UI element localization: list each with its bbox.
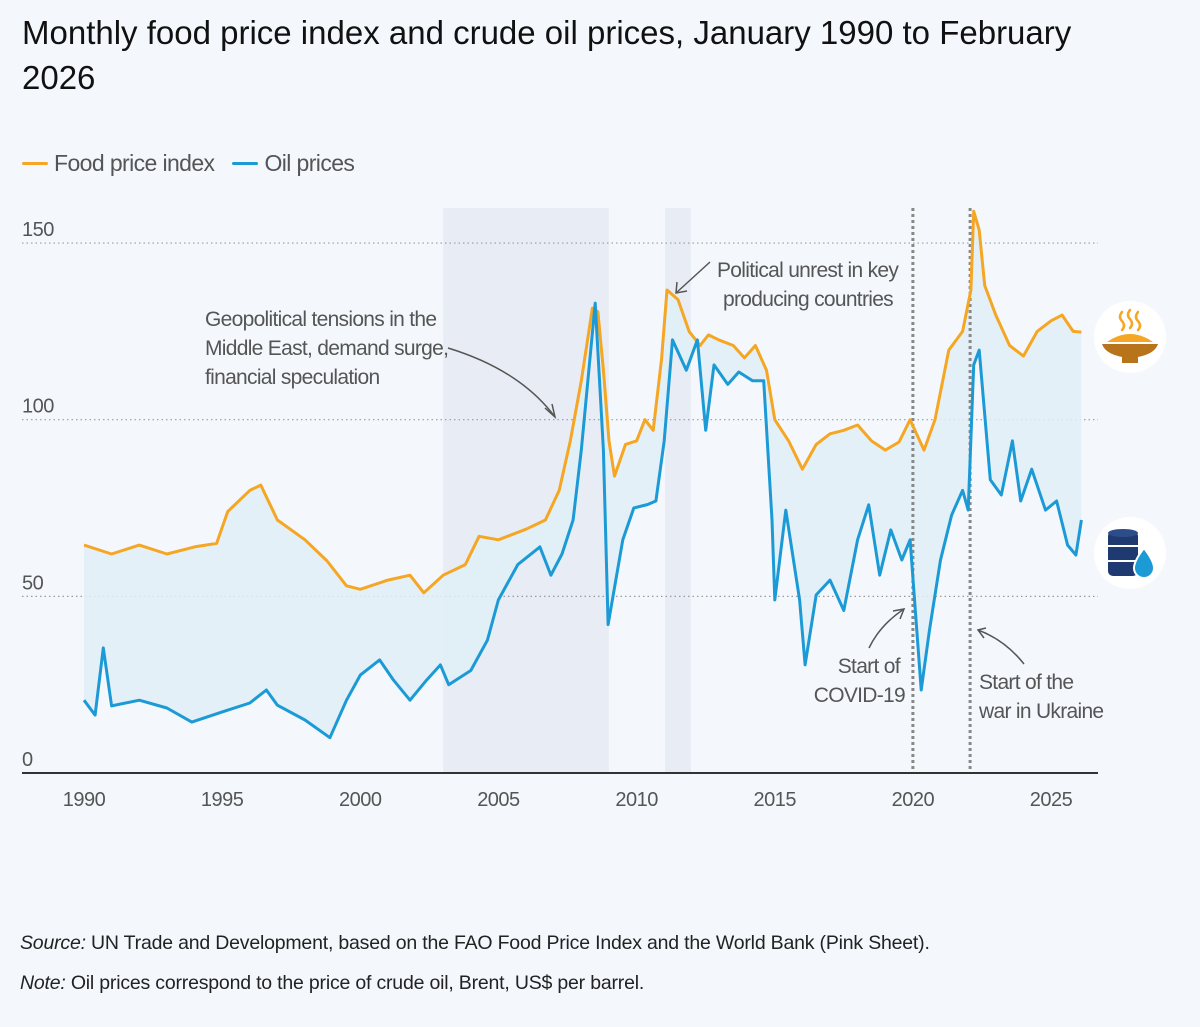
x-tick-label: 2025 — [1030, 789, 1073, 811]
series-line-oil — [82, 301, 1083, 740]
y-tick-label: 150 — [22, 219, 54, 241]
source-label: Source: — [20, 932, 86, 954]
note-text: Oil prices correspond to the price of cr… — [65, 972, 645, 994]
y-tick-label: 0 — [22, 749, 33, 771]
legend-label-food: Food price index — [54, 150, 215, 176]
note-label: Note: — [20, 972, 66, 994]
arrowhead — [544, 403, 557, 420]
legend-label-oil: Oil prices — [264, 150, 355, 176]
x-tick-label: 1990 — [63, 789, 106, 811]
x-tick-label: 2020 — [892, 789, 935, 811]
legend-item-oil: Oil prices — [232, 150, 355, 177]
x-tick-label: 2005 — [477, 789, 520, 811]
legend-item-food: Food price index — [22, 150, 215, 177]
annotation-geopolitical: Geopolitical tensions in the Middle East… — [205, 308, 453, 389]
annotation-arrow-geopolitical — [447, 347, 556, 418]
y-tick-label: 50 — [22, 572, 44, 594]
legend-swatch-food — [22, 162, 48, 165]
x-tick-label: 2015 — [754, 789, 797, 811]
shaded-period — [443, 208, 609, 773]
legend-swatch-oil — [232, 162, 259, 165]
annotation-covid: Start of COVID-19 — [814, 655, 905, 707]
food-bowl-icon — [1094, 301, 1166, 373]
annotation-arrow-covid — [868, 608, 905, 649]
arrowhead — [976, 627, 987, 639]
legend: Food price index Oil prices — [22, 150, 355, 177]
note: Note: Oil prices correspond to the price… — [20, 972, 644, 995]
series-line-food — [83, 209, 1082, 595]
x-tick-label: 2010 — [615, 789, 658, 811]
x-tick-label: 1995 — [201, 789, 244, 811]
annotation-arrow-political — [675, 261, 711, 294]
y-tick-label: 100 — [22, 396, 54, 418]
annotation-ukraine: Start of the war in Ukraine — [978, 671, 1103, 723]
arrowhead — [675, 281, 688, 294]
annotation-arrow-ukraine — [977, 629, 1025, 665]
arrowhead — [892, 608, 906, 620]
chart-title: Monthly food price index and crude oil p… — [22, 14, 1072, 96]
annotation-political-unrest: Political unrest in key producing countr… — [717, 259, 903, 311]
gap-area — [84, 211, 1082, 738]
source-note: Source: UN Trade and Development, based … — [20, 932, 930, 955]
source-text: UN Trade and Development, based on the F… — [85, 932, 930, 954]
chart-plot: 0 50 100 150 1990 1995 2000 2005 2010 2015 2020 20… — [22, 208, 1166, 811]
x-tick-label: 2000 — [339, 789, 382, 811]
oil-barrel-icon — [1094, 517, 1166, 589]
